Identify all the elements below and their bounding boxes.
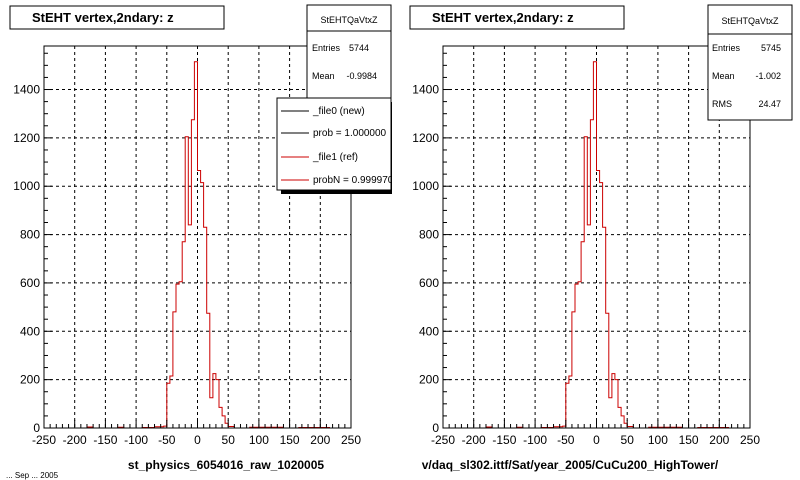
left-histogram-pad: -250 -200 -150 -100 -50 0 50 100 150 200 250 0 200 4… <box>9 4 402 472</box>
left-x-tick-label: 150 <box>280 433 300 447</box>
left-y-tick-labels: 0 200 400 600 800 1000 1200 1400 <box>13 83 40 435</box>
legend-box <box>276 97 392 191</box>
left-x-tick-label: -100 <box>124 433 148 447</box>
right-x-tick-label: -200 <box>462 433 486 447</box>
right-x-axis-label: v/daq_sl302.ittf/Sat/year_2005/CuCu200_H… <box>422 458 719 472</box>
left-chart-title: StEHT vertex,2ndary: z <box>32 10 174 25</box>
right-stats-entries-value: 5745 <box>761 43 781 53</box>
left-stats-box <box>306 4 392 106</box>
left-x-tick-label: -200 <box>63 433 87 447</box>
left-title-box <box>9 5 225 30</box>
left-stats-entries-label: Entries <box>312 43 341 53</box>
right-chart-title: StEHT vertex,2ndary: z <box>432 10 574 25</box>
right-grid <box>443 46 750 428</box>
left-x-tick-label: -150 <box>93 433 117 447</box>
right-x-tick-label: 100 <box>648 433 668 447</box>
left-y-tick-label: 1200 <box>13 131 40 145</box>
left-x-axis-label: st_physics_6054016_raw_1020005 <box>128 458 324 472</box>
right-x-tick-label: 250 <box>740 433 760 447</box>
right-y-tick-labels: 0 200 400 600 800 1000 1200 1400 <box>412 83 439 435</box>
right-ticks <box>442 52 751 429</box>
right-stats-name: StEHTQaVtxZ <box>721 16 779 26</box>
left-x-tick-label: -50 <box>158 433 176 447</box>
right-y-tick-label: 1000 <box>412 179 439 193</box>
right-stats-mean-value: -1.002 <box>755 71 781 81</box>
left-y-tick-label: 600 <box>20 276 40 290</box>
right-x-tick-label: 150 <box>679 433 699 447</box>
right-x-tick-label: 0 <box>593 433 600 447</box>
left-x-tick-label: 50 <box>222 433 236 447</box>
right-stats-entries-label: Entries <box>712 43 741 53</box>
left-y-tick-label: 1000 <box>13 179 40 193</box>
right-stats-mean-label: Mean <box>712 71 735 81</box>
left-grid <box>44 46 351 428</box>
legend-label-prob: prob = 1.000000 <box>313 128 387 139</box>
left-x-tick-label: 200 <box>310 433 330 447</box>
left-y-tick-label: 200 <box>20 373 40 387</box>
legend-label-file1: _file1 (ref) <box>312 152 358 163</box>
left-y-tick-label: 400 <box>20 324 40 338</box>
right-y-tick-label: 400 <box>419 324 439 338</box>
left-x-tick-label: 0 <box>194 433 201 447</box>
right-y-tick-label: 1400 <box>412 83 439 97</box>
left-stats-mean-value: -0.9984 <box>346 71 377 81</box>
right-y-tick-label: 1200 <box>412 131 439 145</box>
right-x-tick-labels: -250 -200 -150 -100 -50 0 50 100 150 200 250 <box>431 433 760 447</box>
right-stats-box <box>707 4 793 121</box>
legend-label-file0: _file0 (new) <box>312 106 365 117</box>
right-x-tick-label: -150 <box>492 433 516 447</box>
right-x-tick-label: -250 <box>431 433 455 447</box>
right-stats-rms-value: 24.47 <box>758 99 781 109</box>
left-x-tick-label: 250 <box>341 433 361 447</box>
left-y-tick-label: 0 <box>33 421 40 435</box>
left-y-tick-label: 800 <box>20 228 40 242</box>
left-x-tick-label: -250 <box>32 433 56 447</box>
right-x-tick-label: 200 <box>709 433 729 447</box>
right-y-tick-label: 0 <box>432 421 439 435</box>
right-histogram-pad: -250 -200 -150 -100 -50 0 50 100 150 200 250 0 200 4… <box>409 4 793 472</box>
right-x-tick-label: -50 <box>557 433 575 447</box>
right-stats-rms-label: RMS <box>712 99 732 109</box>
left-stats-mean-label: Mean <box>312 71 335 81</box>
right-y-tick-label: 200 <box>419 373 439 387</box>
left-stats-name: StEHTQaVtxZ <box>320 15 378 25</box>
right-title-box <box>409 5 625 30</box>
left-x-tick-label: 100 <box>249 433 269 447</box>
right-y-tick-label: 800 <box>419 228 439 242</box>
right-x-tick-label: -100 <box>523 433 547 447</box>
left-stats-entries-value: 5744 <box>349 43 369 53</box>
right-y-tick-label: 600 <box>419 276 439 290</box>
left-ticks <box>43 52 352 429</box>
pad-edge-mask <box>392 96 402 196</box>
legend-label-probn: probN = 0.999970 <box>313 175 394 186</box>
right-x-tick-label: 50 <box>621 433 635 447</box>
footer-date-fragment: ... Sep ... 2005 <box>6 471 59 480</box>
left-x-tick-labels: -250 -200 -150 -100 -50 0 50 100 150 200 250 <box>32 433 361 447</box>
left-y-tick-label: 1400 <box>13 83 40 97</box>
